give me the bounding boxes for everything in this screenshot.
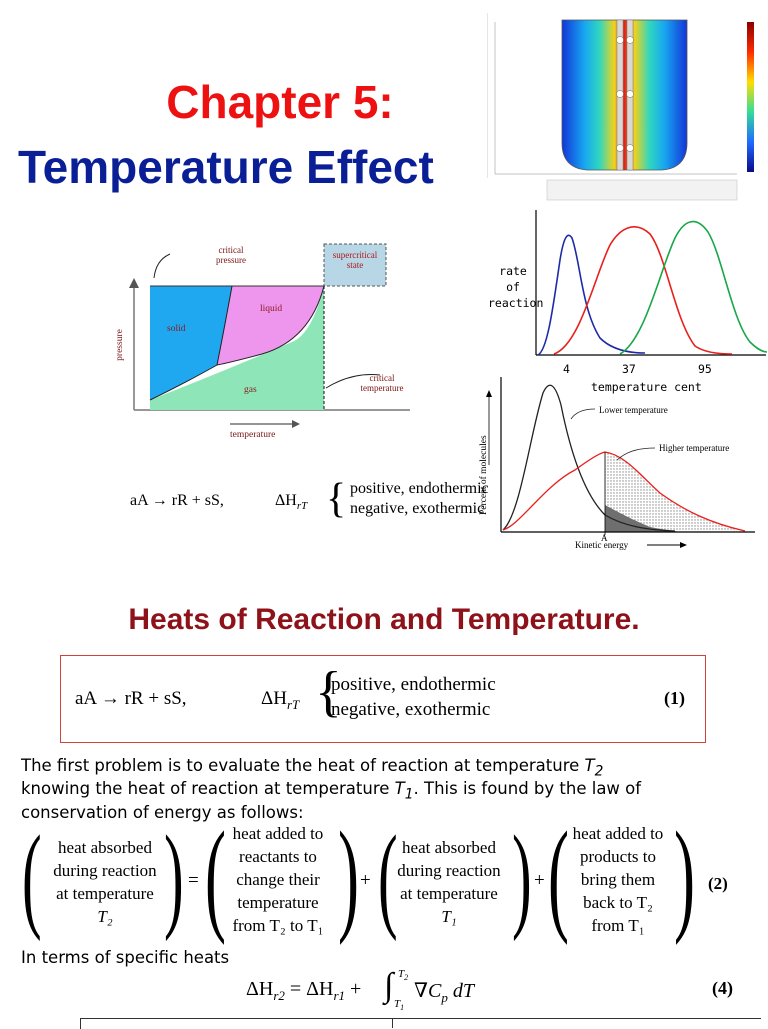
rate-xlabel: temperature cent [591, 380, 702, 394]
box4-line-1: heat added to [572, 824, 664, 843]
integral-sign: ∫ [384, 967, 394, 1004]
box2-line-4: temperature [237, 893, 319, 912]
kinetic-energy-label: Kinetic energy [575, 540, 629, 550]
dh-r2: ΔHr2 = ΔHr1 + [246, 978, 362, 1003]
section-heading: Heats of Reaction and Temperature. [128, 603, 640, 636]
box4-line-5: from T₁ [591, 916, 645, 935]
integral-lower: T1 [394, 998, 405, 1013]
tick-37: 37 [622, 362, 636, 376]
rate-chart: rate of reaction 4 37 95 temperature cen… [470, 210, 768, 400]
gas-label: gas [244, 385, 257, 395]
higher-temperature-label: Higher temperature [659, 443, 730, 453]
rate-ylabel-1: rate [499, 264, 527, 278]
paren-3-open: ( [378, 811, 398, 942]
box2-line-3: change their [236, 870, 320, 889]
paragraph-line-2: knowing the heat of reaction at temperat… [21, 779, 642, 803]
critical-pressure-label-2: pressure [216, 255, 246, 265]
dh-large: ΔHrT [261, 688, 300, 712]
solid-label: solid [167, 324, 186, 334]
chapter-subject: Temperature Effect [18, 141, 434, 193]
integral-upper: T2 [398, 968, 409, 983]
box3-line-4: T₁ [441, 907, 457, 926]
equation-box: aA → rR + sS, ΔHrT { positive, endotherm… [60, 655, 706, 743]
liquid-label: liquid [260, 304, 283, 314]
plus-sign-2: + [534, 870, 545, 891]
dh-small: ΔHrT [275, 492, 308, 513]
box1-line-2: during reaction [53, 861, 157, 880]
box1-line-3: at temperature [56, 884, 154, 903]
box1-line-4: T₂ [97, 907, 113, 926]
box2-line-1: heat added to [232, 824, 324, 843]
reaction-equation-small: aA → rR + sS, ΔHrT { positive, endotherm… [130, 476, 489, 530]
paragraph-line-3: conservation of energy as follows: [21, 802, 304, 822]
temperature-axis-label: temperature [230, 430, 276, 440]
box2-line-2: reactants to [239, 847, 317, 866]
distribution-chart: Percent of molecules Lower temperature H… [475, 375, 768, 555]
negative-small: negative, exothermic [350, 500, 485, 517]
critical-pressure-label-1: critical [218, 245, 244, 255]
box3-line-1: heat absorbed [402, 838, 496, 857]
critical-temperature-label-1: critical [369, 373, 395, 383]
box2-line-5: from T₂ to T₁ [232, 916, 324, 935]
positive-large: positive, endothermic [331, 674, 496, 695]
positive-small: positive, endothermic [350, 480, 489, 497]
paren-4-open: ( [548, 807, 569, 946]
box4-line-2: products to [579, 847, 657, 866]
energy-balance-equation: ( heat absorbed during reaction at tempe… [20, 811, 768, 950]
equation-number-1: (1) [664, 688, 685, 708]
lower-temperature-label: Lower temperature [599, 405, 668, 415]
brace-small: { [326, 476, 347, 522]
equation-number-4: (4) [712, 978, 733, 998]
critical-temperature-label-2: temperature [360, 383, 404, 393]
chapter-title: Chapter 5: [166, 76, 394, 128]
box4-line-3: bring them [580, 870, 656, 889]
box4-line-4: back to T₂ [583, 893, 653, 912]
paren-2-close: ) [338, 807, 359, 946]
integrand: ∇Cp dT [414, 980, 474, 1005]
paren-2-open: ( [205, 807, 226, 946]
paragraph-line-1: The first problem is to evaluate the hea… [21, 756, 604, 780]
paren-1-open: ( [22, 811, 42, 942]
specific-heats-equation: ΔHr2 = ΔHr1 + ∫ T2 T1 ∇Cp dT [246, 967, 546, 1013]
equation-number-2: (2) [708, 874, 728, 893]
bottom-table-divider [392, 1018, 393, 1028]
phase-diagram: critical pressure supercritical state so… [112, 240, 412, 445]
paren-3-close: ) [512, 811, 532, 942]
specific-heats-label: In terms of specific heats [21, 948, 230, 967]
supercritical-label-1: supercritical [332, 250, 378, 260]
rate-ylabel-2: of [506, 280, 520, 294]
tick-95: 95 [698, 362, 712, 376]
reaction-lhs: aA → rR + sS, [75, 688, 187, 709]
brace-large: { [315, 661, 342, 723]
plus-sign-1: + [360, 870, 371, 891]
negative-large: negative, exothermic [331, 699, 491, 720]
supercritical-label-2: state [346, 260, 364, 270]
pressure-axis-label: pressure [114, 329, 125, 361]
paren-1-close: ) [164, 811, 184, 942]
rate-ylabel-3: reaction [488, 296, 544, 310]
reaction-lhs-small: aA → rR + sS, [130, 492, 224, 509]
simulation-image [486, 8, 765, 206]
marker-a: A [601, 533, 608, 543]
paren-4-close: ) [674, 807, 695, 946]
equals-sign: = [188, 870, 199, 891]
box3-line-3: at temperature [400, 884, 498, 903]
tick-4: 4 [563, 362, 570, 376]
box1-line-1: heat absorbed [58, 838, 152, 857]
box3-line-2: during reaction [397, 861, 501, 880]
distribution-ylabel: Percent of molecules [479, 435, 489, 515]
intro-paragraph: The first problem is to evaluate the hea… [21, 757, 761, 822]
